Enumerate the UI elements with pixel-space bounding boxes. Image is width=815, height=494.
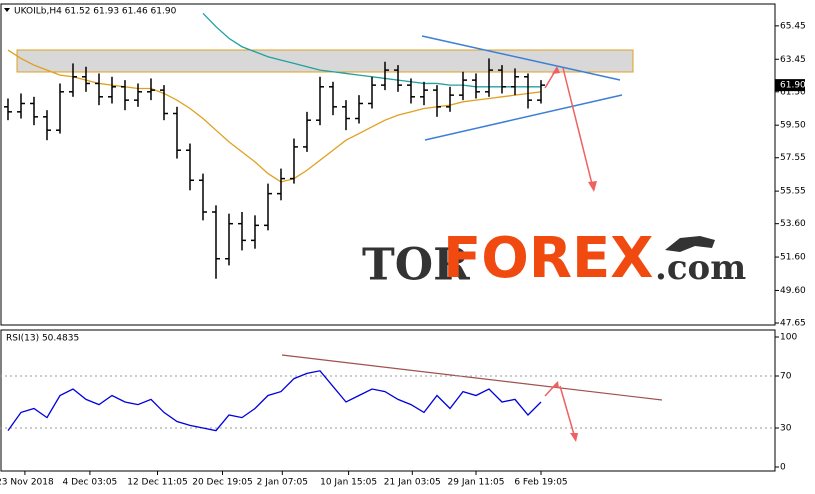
x-tick-label: 23 Nov 2018 [0,478,54,488]
arrow-head [588,181,597,192]
y-tick-label: 70 [780,372,792,382]
indicator-line [202,12,541,88]
rsi-trendline [281,354,663,401]
x-tick-label: 20 Dec 19:05 [192,478,253,488]
drawings [281,35,663,442]
logo-tor: TOR [362,240,470,291]
main-frame [0,3,776,326]
x-tick-label: 6 Feb 19:05 [514,478,567,488]
y-tick-label: 51.60 [780,253,806,263]
rsi-arrow-down [559,385,576,439]
y-tick-label: 30 [780,424,792,434]
rsi-header: RSI(13) 50.4835 [6,334,79,344]
y-tick-label: 0 [780,463,786,473]
y-tick-label: 63.45 [780,55,806,65]
arrow-head [570,433,578,442]
trendline-lower [424,94,623,141]
watermark: TOR FOREX .com [362,226,746,291]
symbol-header: UKOILb,H4 61.52 61.93 61.46 61.90 [14,7,177,17]
logo-bull [665,236,715,252]
x-tick-label: 12 Dec 11:05 [127,478,188,488]
indicator-line [7,370,542,432]
rsi-frame [0,329,776,472]
header-arrow [4,8,10,12]
trendline-upper [421,35,621,81]
arrow-head [552,381,559,388]
resistance-zone [16,49,634,73]
y-tick-label: 53.60 [780,219,806,229]
logo-com: .com [655,248,746,288]
y-tick-label: 100 [780,333,797,343]
last-price-label: 61.90 [780,81,806,91]
y-tick-label: 59.50 [780,121,806,131]
y-tick-label: 49.60 [780,286,806,296]
y-tick-label: 61.50 [780,87,806,97]
arrow-head [552,66,560,74]
x-tick-label: 10 Jan 15:05 [320,478,377,488]
logo-forex: FOREX [443,226,653,291]
arrow-down [562,67,594,189]
last-price-marker [775,79,805,92]
y-tick-label: 65.45 [780,21,806,31]
y-tick-label: 47.65 [780,318,806,328]
x-tick-label: 2 Jan 07:05 [257,478,308,488]
y-tick-label: 55.55 [780,187,806,197]
y-tick-label: 57.55 [780,153,806,163]
x-tick-label: 4 Dec 03:05 [62,478,117,488]
x-tick-label: 29 Jan 11:05 [448,478,505,488]
x-tick-label: 21 Jan 03:05 [384,478,441,488]
